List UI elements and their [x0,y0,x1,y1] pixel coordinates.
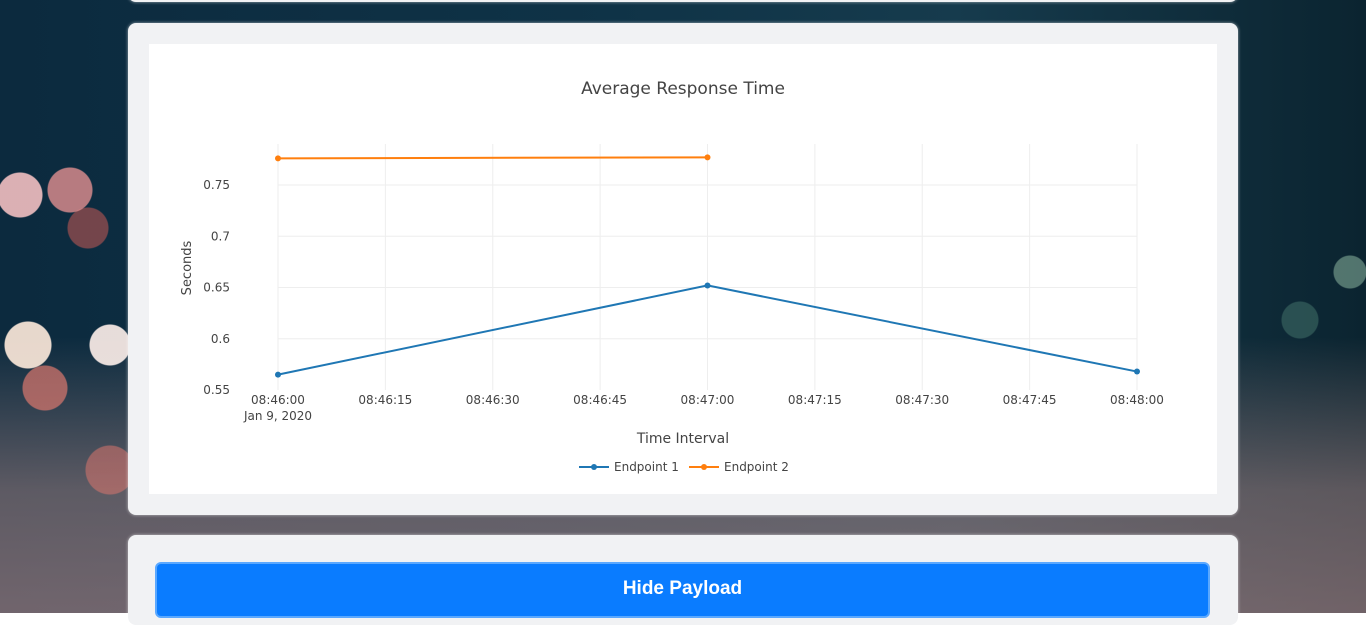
y-tick-label: 0.6 [211,332,230,346]
x-tick-label: 08:48:00 [1110,393,1164,407]
grid-lines [278,144,1137,390]
y-tick-label: 0.55 [203,383,230,397]
y-tick-label: 0.65 [203,281,230,295]
legend-swatch-marker [701,464,707,470]
x-tick-label: 08:47:45 [1003,393,1057,407]
chart-container: 0.55 0.6 0.65 0.7 0.75 08:46:00 08:46:15 08:46:… [149,44,1217,494]
hide-payload-button[interactable]: Hide Payload [155,562,1210,618]
data-point [275,372,281,378]
data-point [705,154,711,160]
response-time-chart: 0.55 0.6 0.65 0.7 0.75 08:46:00 08:46:15 08:46:… [149,44,1217,494]
legend-label: Endpoint 2 [724,460,789,474]
x-tick-label: 08:46:00 [251,393,305,407]
legend-label: Endpoint 1 [614,460,679,474]
x-axis-date-label: Jan 9, 2020 [243,409,312,423]
tick-labels: 0.55 0.6 0.65 0.7 0.75 08:46:00 08:46:15 08:46:… [203,178,1164,407]
x-axis-label: Time Interval [636,431,729,447]
legend[interactable]: Endpoint 1 Endpoint 2 [579,460,789,474]
series-line-2 [278,157,708,158]
legend-swatch-marker [591,464,597,470]
data-point [1134,369,1140,375]
x-tick-label: 08:47:30 [895,393,949,407]
x-tick-label: 08:46:45 [573,393,627,407]
y-tick-label: 0.75 [203,178,230,192]
data-point [275,155,281,161]
legend-item-1[interactable]: Endpoint 1 [579,460,679,474]
x-tick-label: 08:47:15 [788,393,842,407]
x-tick-label: 08:46:30 [466,393,520,407]
data-point [705,282,711,288]
y-axis-label: Seconds [180,240,195,295]
chart-card: 0.55 0.6 0.65 0.7 0.75 08:46:00 08:46:15 08:46:… [128,23,1238,515]
x-tick-label: 08:47:00 [681,393,735,407]
chart-title: Average Response Time [581,79,785,99]
y-tick-label: 0.7 [211,229,230,243]
x-tick-label: 08:46:15 [358,393,412,407]
top-card [128,0,1238,2]
legend-item-2[interactable]: Endpoint 2 [689,460,789,474]
